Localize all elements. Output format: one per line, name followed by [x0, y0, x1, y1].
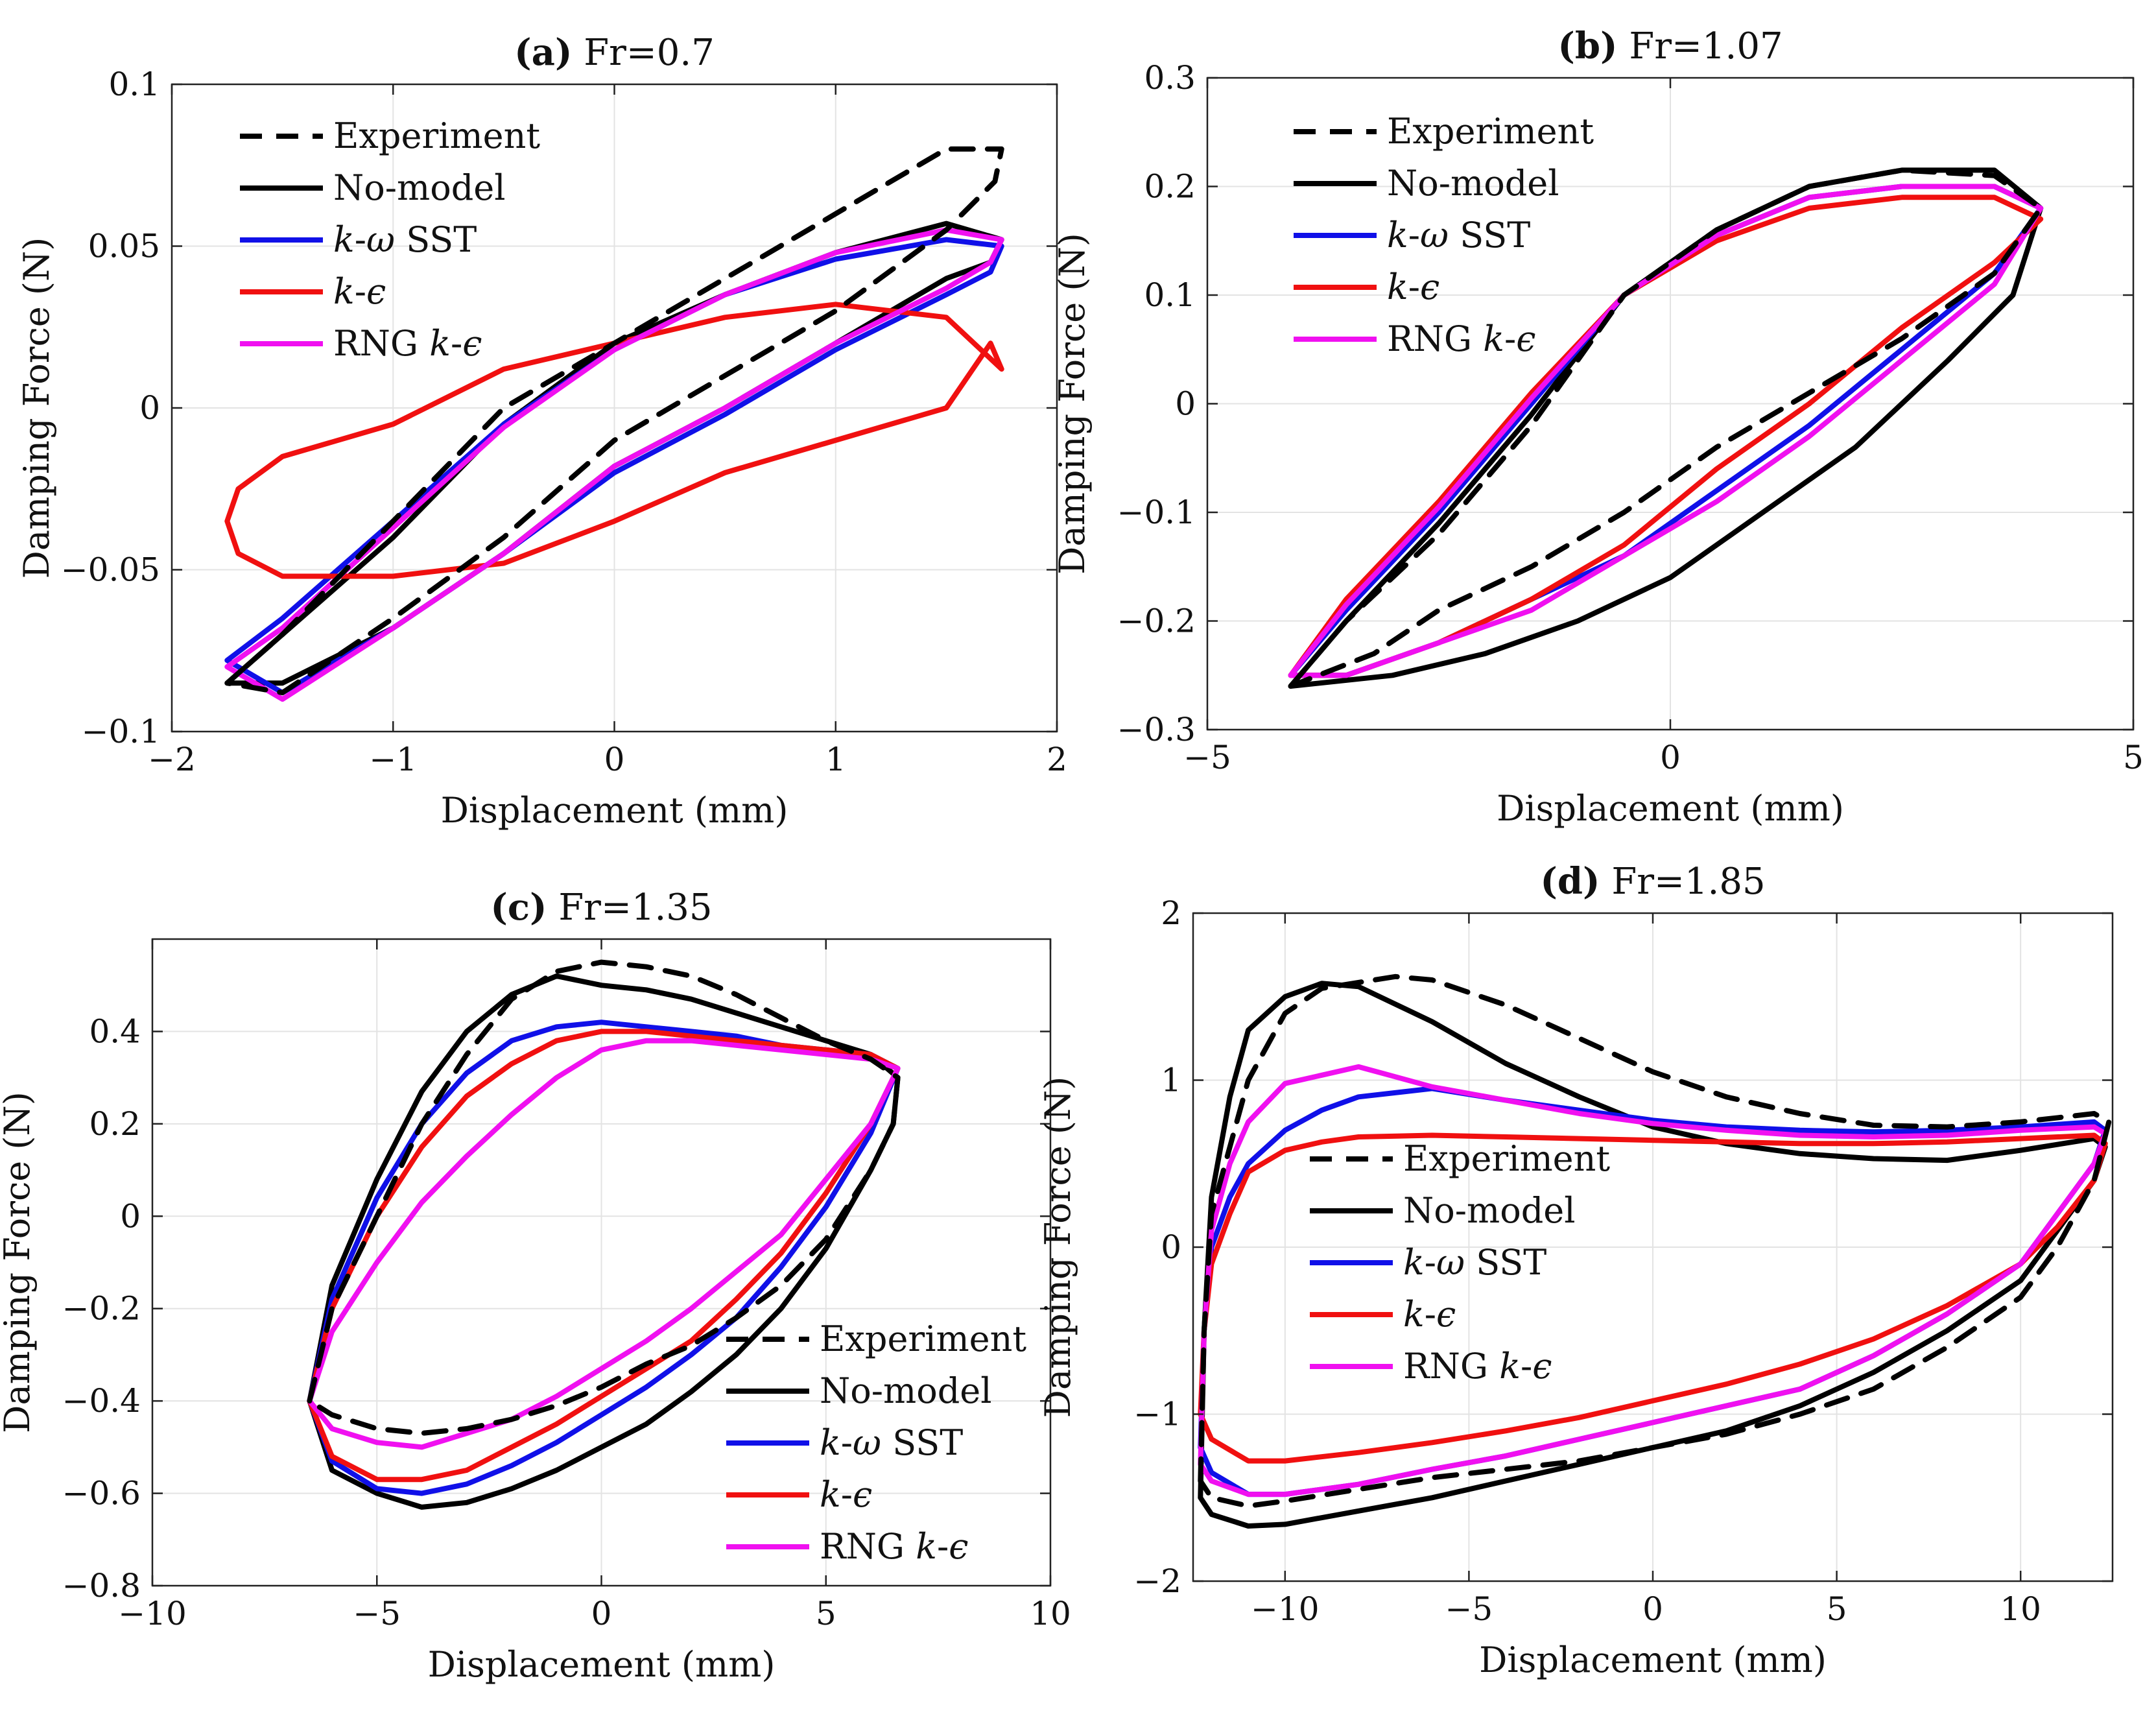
series-line-c-1 [307, 973, 901, 1510]
x-tick-label: −5 [1445, 1590, 1493, 1628]
chart-title-c: (c) Fr=1.35 [490, 886, 712, 929]
y-axis-label-c: Damping Force (N) [0, 1092, 38, 1433]
x-tick-label: 1 [825, 741, 846, 778]
x-axis-label-b: Displacement (mm) [1497, 788, 1844, 829]
series-line-c-0 [307, 959, 901, 1436]
y-tick-label: −2 [1133, 1562, 1181, 1600]
series-line-b-0 [1288, 167, 2044, 689]
x-tick-label: −5 [1183, 739, 1231, 776]
series-line-d-4 [1198, 1064, 2108, 1497]
legend-entry-label: Experiment [1387, 111, 1594, 152]
x-axis-label-c: Displacement (mm) [428, 1644, 776, 1685]
series-line-d-3 [1198, 1132, 2108, 1464]
chart-panel-b: −5 0 5 −0.3 −0.2 −0.1 0 0.1 0.2 0.3 (b) Fr=1.07 Dis… [1052, 25, 2144, 829]
y-tick-label: 0.4 [89, 1012, 141, 1050]
x-tick-label: 2 [1047, 741, 1067, 778]
y-tick-label: 0.1 [108, 66, 160, 103]
y-tick-label: 0 [120, 1197, 141, 1235]
legend-entry-label: k-ω SST [1387, 215, 1530, 256]
legend-entry-label: No-model [820, 1370, 992, 1411]
x-tick-label: −1 [369, 741, 417, 778]
x-tick-label: 5 [1827, 1590, 1847, 1628]
y-tick-label: 2 [1161, 894, 1181, 932]
legend-entry-label: Experiment [333, 115, 540, 156]
y-axis-label-a: Damping Force (N) [16, 237, 57, 579]
y-tick-label: 0.1 [1144, 276, 1196, 314]
x-tick-label: 5 [816, 1595, 836, 1632]
legend-entry-label: k-ω SST [820, 1422, 963, 1463]
series-line-b-3 [1288, 195, 2044, 678]
series-line-b-4 [1288, 184, 2044, 678]
series-line-d-0 [1198, 973, 2112, 1509]
legend-entry-label: No-model [333, 167, 506, 208]
y-tick-label: −0.8 [62, 1567, 141, 1605]
series-group-c [307, 959, 901, 1510]
y-tick-label: 1 [1161, 1062, 1181, 1099]
y-tick-label: 0.05 [88, 228, 160, 265]
x-tick-label: 10 [1030, 1595, 1071, 1632]
legend-entry-label: k-ϵ [333, 271, 386, 312]
legend-entry-label: Experiment [820, 1318, 1026, 1359]
series-group-a [224, 146, 1004, 702]
legend-entry-label: k-ω SST [1403, 1242, 1546, 1283]
chart-title-b: (b) Fr=1.07 [1558, 25, 1783, 67]
legend-d: Experiment No-model k-ω SST k-ϵ RNG k-ϵ [1310, 1138, 1610, 1387]
series-line-a-0 [224, 146, 1004, 696]
chart-panel-c: −10 −5 0 5 10 −0.8 −0.6 −0.4 −0.2 0 0.2 0.4 (c) Fr=1… [0, 886, 1071, 1685]
x-tick-label: −10 [1251, 1590, 1320, 1628]
y-tick-label: −0.4 [62, 1382, 141, 1420]
y-tick-label: 0 [1175, 385, 1196, 423]
x-tick-label: 0 [591, 1595, 612, 1632]
series-line-a-3 [224, 302, 1004, 579]
y-tick-label: −0.1 [1117, 494, 1196, 531]
y-tick-label: −0.2 [62, 1290, 141, 1328]
x-tick-label: 0 [1660, 739, 1681, 776]
y-tick-label: 0.3 [1144, 59, 1196, 97]
y-tick-label: −1 [1133, 1396, 1181, 1433]
y-tick-label: −0.05 [61, 551, 160, 589]
chart-title-a: (a) Fr=0.7 [514, 31, 715, 74]
chart-title-d: (d) Fr=1.85 [1540, 860, 1765, 903]
series-group-b [1288, 167, 2044, 689]
y-tick-label: 0 [1161, 1228, 1181, 1266]
legend-entry-label: RNG k-ϵ [1403, 1346, 1552, 1387]
y-tick-label: 0.2 [1144, 168, 1196, 206]
legend-entry-label: RNG k-ϵ [1387, 318, 1535, 359]
series-line-d-1 [1198, 981, 2108, 1529]
x-tick-label: −10 [118, 1595, 187, 1632]
y-tick-label: −0.3 [1117, 711, 1196, 748]
legend-entry-label: RNG k-ϵ [333, 323, 482, 364]
chart-panel-a: −2 −1 0 1 2 −0.1 −0.05 0 0.05 0.1 (a) Fr=0.7 Displa… [16, 31, 1067, 831]
x-tick-label: 0 [1642, 1590, 1663, 1628]
x-tick-label: 5 [2123, 739, 2144, 776]
legend-a: Experiment No-model k-ω SST k-ϵ RNG k-ϵ [240, 115, 540, 364]
series-line-a-4 [224, 227, 1004, 702]
legend-entry-label: No-model [1403, 1190, 1576, 1231]
legend-entry-label: RNG k-ϵ [820, 1526, 968, 1567]
legend-entry-label: k-ϵ [1403, 1294, 1456, 1335]
x-tick-label: −5 [353, 1595, 401, 1632]
y-tick-label: 0 [139, 389, 160, 427]
x-tick-label: 10 [2000, 1590, 2041, 1628]
x-tick-label: −2 [148, 741, 196, 778]
y-tick-label: −0.6 [62, 1475, 141, 1512]
legend-entry-label: No-model [1387, 163, 1559, 204]
x-tick-label: 0 [604, 741, 625, 778]
series-group-d [1198, 973, 2112, 1529]
y-tick-label: −0.2 [1117, 602, 1196, 640]
y-tick-label: −0.1 [82, 713, 160, 750]
legend-entry-label: k-ϵ [1387, 267, 1439, 307]
x-axis-label-d: Displacement (mm) [1479, 1640, 1827, 1680]
y-axis-label-b: Damping Force (N) [1052, 233, 1093, 575]
legend-entry-label: k-ϵ [820, 1474, 872, 1515]
y-axis-label-d: Damping Force (N) [1037, 1077, 1078, 1418]
legend-b: Experiment No-model k-ω SST k-ϵ RNG k-ϵ [1294, 111, 1594, 359]
legend-entry-label: k-ω SST [333, 219, 477, 260]
legend-c: Experiment No-model k-ω SST k-ϵ RNG k-ϵ [726, 1318, 1026, 1567]
x-axis-label-a: Displacement (mm) [441, 790, 788, 831]
legend-entry-label: Experiment [1403, 1138, 1610, 1179]
y-tick-label: 0.2 [89, 1105, 141, 1143]
